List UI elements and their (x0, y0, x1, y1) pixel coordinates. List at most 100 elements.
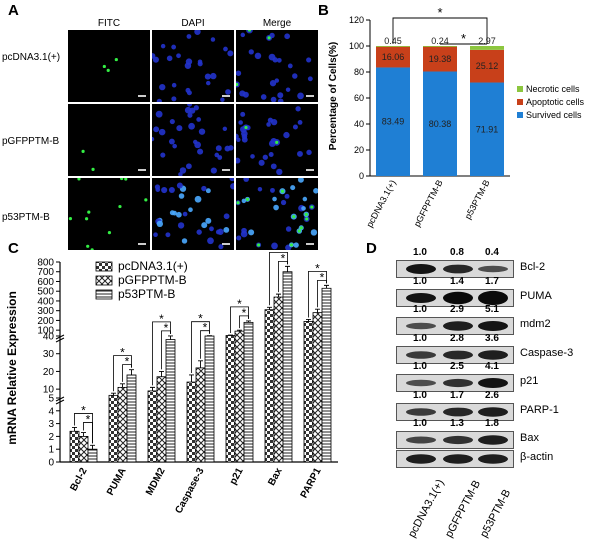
blot-band (478, 435, 508, 445)
blot-band (443, 321, 473, 331)
scale-bar (138, 169, 146, 171)
bar (303, 320, 314, 463)
significance-star: * (203, 321, 208, 335)
significance-star: * (315, 261, 320, 275)
band-quant-value: 4.1 (485, 361, 499, 372)
bar-value-label: 19.38 (429, 54, 452, 64)
micrograph-merge-row2 (236, 104, 318, 176)
blot-band (478, 265, 508, 273)
significance-bracket (152, 321, 171, 386)
y-tick-label: 700 (37, 267, 54, 278)
lane-label: pcDNA3.1(+) (406, 477, 447, 540)
x-tick-label: Bcl-2 (68, 466, 89, 493)
legend-swatch (517, 99, 523, 105)
protein-label: PARP-1 (520, 403, 559, 416)
significance-star: * (320, 270, 325, 284)
x-tick-label: p53PTM-B (463, 178, 492, 221)
significance-star: * (125, 355, 130, 369)
y-axis-title: mRNA Relative Expression (5, 291, 19, 445)
band-quant-value: 2.6 (485, 389, 499, 401)
blot-band (443, 350, 473, 359)
y-tick-label: 0 (359, 171, 364, 181)
bar-segment (376, 46, 410, 47)
bar-segment (423, 71, 457, 176)
bar-value-label: 83.49 (382, 117, 405, 127)
col-head-dapi: DAPI (181, 18, 205, 29)
blot-band (443, 378, 473, 388)
blot-band (478, 406, 508, 417)
protein-label: Caspase-3 (520, 346, 574, 359)
bar-value-label: 80.38 (429, 119, 452, 129)
significance-star: * (237, 297, 242, 311)
blot-strip (396, 260, 514, 278)
bar (165, 339, 176, 463)
bar (147, 390, 158, 463)
bar (243, 321, 254, 463)
blot-band (406, 436, 436, 444)
bar (195, 367, 206, 463)
scale-bar (222, 169, 230, 171)
significance-star: * (276, 248, 281, 256)
scale-bar (306, 95, 314, 97)
band-quant-value: 0.8 (450, 247, 464, 258)
axis-break (55, 334, 65, 343)
error-bar (324, 284, 329, 289)
bar (282, 271, 293, 463)
legend-label: Apoptotic cells (526, 97, 585, 107)
micrograph-fitc-row3 (68, 178, 150, 250)
blot-band (478, 453, 508, 464)
blot-band (406, 350, 436, 359)
error-bar (90, 444, 95, 450)
bar-value-label: 71.91 (476, 124, 499, 134)
y-tick-label: 3 (48, 419, 54, 430)
band-quant-value: 2.5 (450, 361, 464, 372)
legend-label: pGFPPTM-B (118, 273, 187, 287)
bar (156, 376, 167, 463)
bar-value-label: 16.06 (382, 52, 405, 62)
band-quant-value: 2.9 (450, 304, 464, 315)
blot-band (406, 292, 436, 303)
lane-label: pGFPPTM-B (443, 478, 484, 540)
error-bar (120, 383, 125, 388)
scale-bar (138, 243, 146, 245)
significance-star: * (242, 306, 247, 320)
band-quant-value: 2.8 (450, 332, 464, 344)
micrograph-dapi-row2 (152, 104, 234, 176)
error-bar (129, 369, 134, 375)
significance-star: * (120, 346, 125, 360)
band-quant-value: 0.4 (485, 247, 499, 258)
blot-band (478, 321, 508, 331)
micrograph-dapi-row1 (152, 30, 234, 102)
significance-bracket (392, 17, 488, 44)
col-head-merge: Merge (262, 18, 292, 29)
micrograph-merge-row1 (236, 30, 318, 102)
blot-strip (396, 402, 514, 421)
protein-label: PUMA (520, 289, 552, 302)
y-tick-label: 0 (48, 458, 54, 469)
blot-strip (396, 288, 514, 307)
significance-star: * (159, 312, 164, 326)
band-quant-value: 1.3 (450, 418, 464, 429)
band-quant-value: 1.4 (450, 275, 464, 287)
blot-band (443, 453, 473, 464)
row-label-pcdna: pcDNA3.1(+) (2, 52, 61, 63)
y-tick-label: 200 (37, 316, 54, 327)
significance-bracket (191, 321, 210, 373)
panel-c-label: C (8, 240, 19, 257)
y-tick-label: 20 (354, 145, 364, 155)
band-quant-value: 1.0 (413, 332, 427, 344)
error-bar (306, 318, 311, 322)
bar-segment (376, 67, 410, 176)
y-tick-label: 5 (48, 394, 54, 405)
band-quant-value: 1.0 (413, 304, 427, 315)
x-tick-label: MDM2 (144, 466, 168, 498)
band-quant-value: 1.0 (413, 389, 427, 401)
blot-band (478, 378, 508, 388)
blot-band (406, 322, 436, 330)
protein-label: Bcl-2 (520, 261, 546, 273)
x-tick-label: PARP1 (299, 466, 324, 500)
blot-band (406, 379, 436, 387)
significance-bracket (308, 270, 327, 318)
row-label-p53ptm: p53PTM-B (2, 212, 50, 223)
blot-band (406, 407, 436, 416)
